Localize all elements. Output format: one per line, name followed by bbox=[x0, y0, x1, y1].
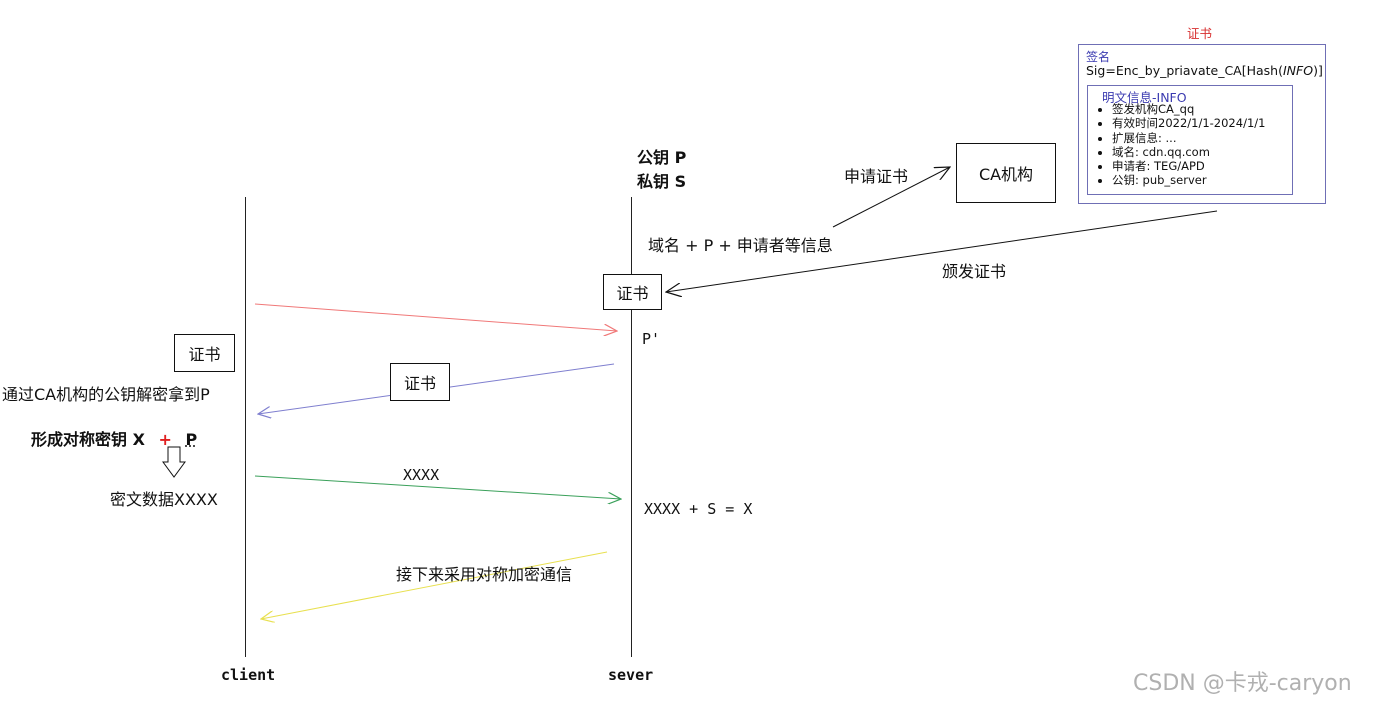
p-prime-label: P' bbox=[642, 330, 661, 348]
arrow-send-ciphertext bbox=[254, 475, 621, 499]
info-item: 域名: cdn.qq.com bbox=[1112, 145, 1265, 159]
down-arrow-icon bbox=[162, 446, 186, 478]
server-public-key: 公钥 P bbox=[637, 148, 687, 167]
client-certificate-box: 证书 bbox=[174, 334, 235, 372]
info-box: 明文信息-INFO 签发机构CA_qq 有效时间2022/1/1-2024/1/… bbox=[1087, 85, 1293, 195]
client-label: client bbox=[221, 666, 276, 684]
server-certificate-box: 证书 bbox=[603, 274, 662, 310]
symmetric-comm-label: 接下来采用对称加密通信 bbox=[396, 565, 573, 584]
certificate-title: 证书 bbox=[1187, 26, 1213, 41]
server-private-key: 私钥 S bbox=[637, 172, 687, 191]
ca-label: CA机构 bbox=[978, 165, 1034, 184]
transit-certificate-box: 证书 bbox=[390, 363, 450, 401]
decrypt-label: 通过CA机构的公钥解密拿到P bbox=[2, 385, 210, 404]
arrow-client-hello bbox=[254, 303, 617, 331]
arrow-symmetric-comm bbox=[261, 551, 608, 619]
server-label: sever bbox=[608, 666, 654, 684]
domain-info-label: 域名 + P + 申请者等信息 bbox=[648, 236, 833, 255]
signature-value: Sig=Enc_by_priavate_CA[Hash(INFO)] bbox=[1086, 63, 1323, 78]
request-certificate-label: 申请证书 bbox=[844, 167, 909, 186]
client-lifeline bbox=[245, 197, 246, 657]
watermark: CSDN @卡戎-caryon bbox=[1133, 671, 1352, 696]
info-item: 扩展信息: ... bbox=[1112, 131, 1265, 145]
xxxx-label: XXXX bbox=[403, 466, 440, 484]
arrow-issue-certificate bbox=[666, 210, 1218, 292]
server-lifeline bbox=[631, 197, 632, 657]
signature-title: 签名 bbox=[1086, 50, 1111, 64]
arrow-request-certificate bbox=[832, 167, 950, 228]
info-title: 明文信息-INFO bbox=[1102, 90, 1187, 105]
info-item: 公钥: pub_server bbox=[1112, 173, 1265, 187]
info-list: 签发机构CA_qq 有效时间2022/1/1-2024/1/1 扩展信息: ..… bbox=[1088, 102, 1265, 188]
info-item: 有效时间2022/1/1-2024/1/1 bbox=[1112, 116, 1265, 130]
certificate-panel: 签名 Sig=Enc_by_priavate_CA[Hash(INFO)] 明文… bbox=[1078, 44, 1326, 204]
form-key-label: 形成对称密钥 X + P bbox=[31, 430, 198, 449]
info-item: 申请者: TEG/APD bbox=[1112, 159, 1265, 173]
info-item: 签发机构CA_qq bbox=[1112, 102, 1265, 116]
plus-sign: + bbox=[158, 430, 172, 449]
ciphertext-label: 密文数据XXXX bbox=[110, 490, 218, 509]
ca-box: CA机构 bbox=[956, 143, 1056, 203]
issue-certificate-label: 颁发证书 bbox=[942, 262, 1007, 281]
server-calc-label: XXXX + S = X bbox=[644, 500, 753, 518]
